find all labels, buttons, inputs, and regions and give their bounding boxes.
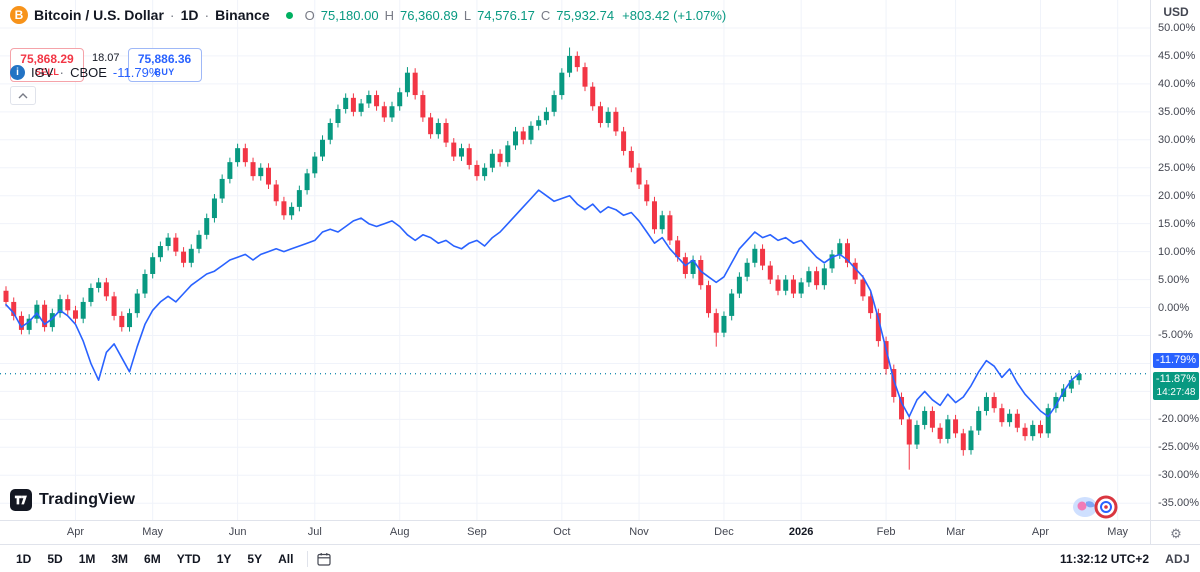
gear-icon[interactable]: ⚙ — [1170, 525, 1182, 541]
currency-button[interactable]: USD — [1163, 5, 1189, 19]
chart-legend: B Bitcoin / U.S. Dollar · 1D · Binance O… — [10, 6, 726, 105]
price-axis-label: -30.00% — [1158, 469, 1199, 482]
axis-corner: ⚙ — [1150, 520, 1200, 545]
tradingview-logo[interactable]: TradingView — [10, 489, 135, 511]
time-axis-label: Dec — [714, 526, 734, 538]
symbol-interval[interactable]: 1D — [180, 7, 199, 23]
range-button-1d[interactable]: 1D — [16, 551, 32, 566]
price-axis-label: -25.00% — [1158, 441, 1199, 454]
price-chart-canvas[interactable] — [0, 0, 1150, 520]
buy-price: 75,886.36 — [137, 51, 192, 66]
symbol-exchange[interactable]: Binance — [215, 7, 270, 23]
separator-dot: · — [59, 64, 65, 80]
time-axis-label: Aug — [389, 526, 410, 538]
symbol-title[interactable]: Bitcoin / U.S. Dollar — [34, 7, 164, 23]
time-axis[interactable]: Apr May Jun Jul Aug Sep Oct Nov Dec 2026 Feb Mar Apr… — [0, 520, 1150, 545]
compare-exchange: CBOE — [70, 64, 107, 80]
time-axis-label: Oct — [553, 526, 571, 538]
change-value: +803.42 (+1.07%) — [622, 7, 727, 23]
time-axis-label: Nov — [629, 526, 649, 538]
timezone-clock[interactable]: 11:32:12 UTC+2 — [1060, 551, 1150, 566]
range-button-1y[interactable]: 1Y — [216, 551, 232, 566]
high-value: 76,360.89 — [399, 7, 458, 23]
range-button-1m[interactable]: 1M — [78, 551, 96, 566]
bottom-toolbar: 1D 5D 1M 3M 6M YTD 1Y 5Y All 11:32:12 UT… — [0, 544, 1200, 572]
price-axis-label: 40.00% — [1158, 77, 1196, 90]
adjusted-data-toggle[interactable]: ADJ — [1165, 551, 1190, 566]
buy-button[interactable]: 75,886.36 BUY — [127, 48, 202, 82]
range-button-ytd[interactable]: YTD — [176, 551, 201, 566]
ohlc-readout: O 75,180.00 H 76,360.89 L 74,576.17 C 75… — [305, 8, 727, 23]
calendar-icon — [317, 552, 332, 566]
price-axis-label: 10.00% — [1158, 245, 1196, 258]
range-button-3m[interactable]: 3M — [111, 551, 129, 566]
price-axis-label: 30.00% — [1158, 133, 1196, 146]
time-axis-label: May — [1107, 526, 1129, 538]
price-axis-label: 35.00% — [1158, 105, 1196, 118]
buy-sell-widget: 75,868.29 SELL 18.07 75,886.36 BUY — [10, 48, 726, 82]
toolbar-right: 11:32:12 UTC+2 ADJ — [1060, 552, 1190, 566]
price-axis-label: 50.00% — [1158, 21, 1196, 34]
spread-value: 18.07 — [92, 52, 120, 64]
compare-symbol: IGV — [31, 64, 54, 80]
price-axis-label: 15.00% — [1158, 217, 1196, 230]
time-axis-label: Feb — [876, 526, 896, 538]
go-to-date-button[interactable] — [316, 551, 332, 567]
symbol-last-value-badge: -11.87% 14:27:48 — [1153, 371, 1199, 400]
close-label: C — [540, 7, 551, 23]
tradingview-logo-icon — [10, 489, 32, 511]
open-value: 75,180.00 — [320, 7, 379, 23]
sticker-overlay — [1072, 495, 1118, 519]
bar-countdown: 14:27:48 — [1156, 386, 1196, 398]
compare-value: -11.79% — [112, 64, 161, 80]
sell-label: SELL — [34, 66, 60, 77]
bitcoin-logo-icon: B — [10, 6, 28, 24]
low-label: L — [463, 7, 472, 23]
market-status-dot — [285, 11, 293, 19]
tradingview-logo-text: TradingView — [39, 491, 136, 508]
time-axis-label: Jun — [228, 526, 247, 538]
buy-label: BUY — [154, 66, 175, 77]
separator-dot: · — [169, 7, 175, 23]
range-button-6m[interactable]: 6M — [144, 551, 161, 566]
time-axis-label: Apr — [66, 526, 85, 538]
date-range-switcher: 1D 5D 1M 3M 6M YTD 1Y 5Y All — [10, 549, 299, 569]
price-axis-label: 25.00% — [1158, 161, 1196, 174]
price-axis-label: -35.00% — [1158, 497, 1199, 510]
target-sticker-icon — [1094, 495, 1118, 519]
toolbar-divider — [307, 550, 309, 567]
legend-collapse-button[interactable] — [10, 86, 36, 105]
compare-last-value-badge: -11.79% — [1153, 353, 1199, 369]
igv-logo-icon: i — [10, 64, 25, 80]
price-axis-label: -5.00% — [1158, 329, 1193, 342]
price-axis-label: 5.00% — [1158, 273, 1190, 286]
open-label: O — [304, 7, 315, 23]
sell-price: 75,868.29 — [20, 51, 74, 66]
chevron-up-icon — [18, 92, 28, 98]
rocket-sticker-icon — [1073, 497, 1097, 517]
time-axis-label: Mar — [946, 526, 966, 538]
chart-pane: B Bitcoin / U.S. Dollar · 1D · Binance O… — [0, 0, 1150, 520]
high-label: H — [384, 7, 394, 23]
time-axis-label: Apr — [1031, 526, 1050, 538]
separator-dot: · — [204, 7, 210, 23]
time-axis-label: May — [142, 526, 164, 538]
range-button-all[interactable]: All — [278, 551, 294, 566]
price-axis-label: 0.00% — [1158, 301, 1190, 314]
compare-series-row[interactable]: i IGV · CBOE -11.79% — [10, 64, 726, 80]
low-value: 74,576.17 — [477, 7, 535, 23]
price-axis[interactable]: USD 50.00% 45.00% 40.00% 35.00% 30.00% 25.00%… — [1150, 0, 1200, 520]
time-axis-label: Jul — [307, 526, 322, 538]
time-axis-label: Sep — [467, 526, 487, 538]
price-axis-label: 20.00% — [1158, 189, 1196, 202]
range-button-5d[interactable]: 5D — [47, 551, 63, 566]
close-value: 75,932.74 — [556, 7, 615, 23]
time-axis-label: 2026 — [788, 526, 814, 538]
range-button-5y[interactable]: 5Y — [247, 551, 263, 566]
sell-button[interactable]: 75,868.29 SELL — [10, 48, 84, 82]
symbol-row: B Bitcoin / U.S. Dollar · 1D · Binance O… — [10, 6, 726, 24]
price-axis-label: -20.00% — [1158, 413, 1199, 426]
price-axis-label: 45.00% — [1158, 49, 1196, 62]
